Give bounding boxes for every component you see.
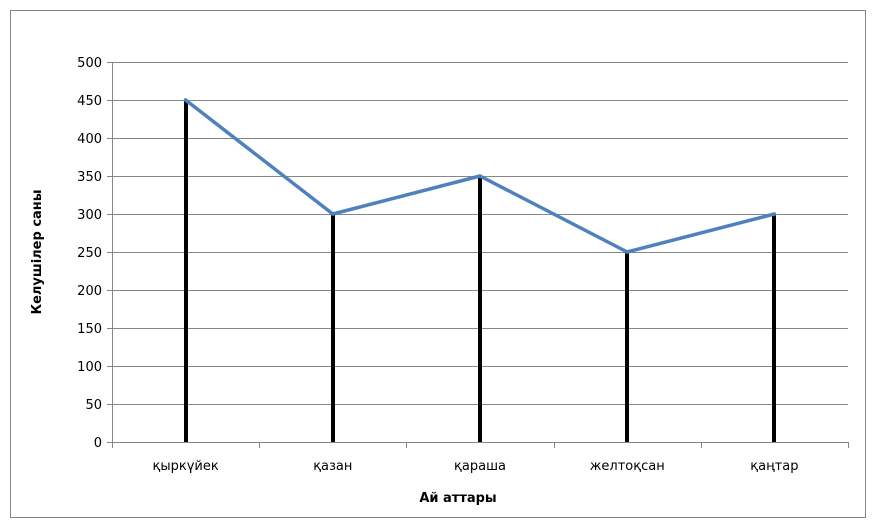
- data-point: [773, 212, 777, 216]
- y-tick-label: 400: [77, 132, 102, 147]
- y-tick-label: 450: [77, 94, 102, 109]
- data-point: [184, 98, 188, 102]
- data-point: [625, 250, 629, 254]
- y-tick-label: 50: [85, 398, 102, 413]
- chart-border: [11, 11, 866, 518]
- x-tick-label: қазан: [313, 459, 352, 474]
- y-tick-label: 200: [77, 284, 102, 299]
- y-axis-title: Келушілер саны: [30, 189, 45, 314]
- x-tick-label: қыркүйек: [152, 459, 218, 474]
- y-tick-label: 250: [77, 246, 102, 261]
- y-tick-label: 0: [94, 436, 102, 451]
- data-point: [478, 174, 482, 178]
- x-tick-label: желтоқсан: [590, 459, 665, 474]
- y-tick-label: 300: [77, 208, 102, 223]
- x-tick-label: қаңтар: [750, 459, 798, 474]
- x-axis-title: Ай аттары: [419, 491, 496, 506]
- y-tick-label: 350: [77, 170, 102, 185]
- y-tick-label: 150: [77, 322, 102, 337]
- y-tick-label: 500: [77, 56, 102, 71]
- x-tick-label: қараша: [454, 459, 506, 474]
- data-point: [331, 212, 335, 216]
- y-tick-label: 100: [77, 360, 102, 375]
